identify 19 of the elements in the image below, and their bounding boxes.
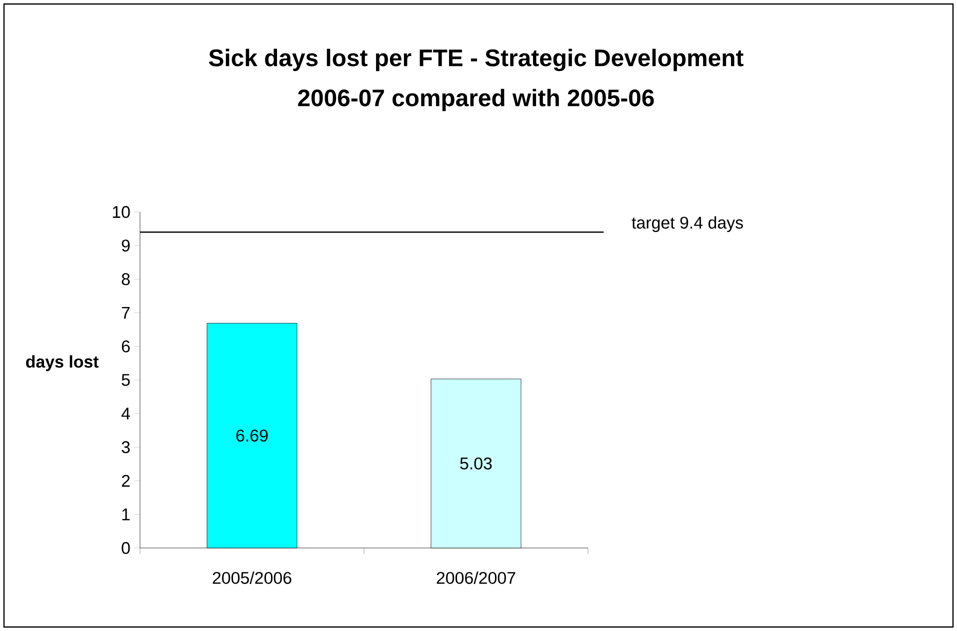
data-label: 5.03 bbox=[460, 457, 492, 470]
y-axis-title: days lost bbox=[26, 355, 99, 372]
x-tick-label: 2005/2006 bbox=[212, 572, 292, 584]
y-tick-label: 3 bbox=[122, 441, 130, 454]
y-tick-label: 1 bbox=[122, 508, 130, 520]
ref-line-label: target 9.4 days bbox=[632, 216, 743, 232]
y-tick-label: 8 bbox=[122, 273, 130, 286]
y-tick-label: 6 bbox=[122, 340, 130, 352]
chart-title: Sick days lost per FTE - Strategic Development bbox=[208, 48, 744, 72]
y-tick-label: 9 bbox=[122, 240, 130, 252]
y-tick-label: 10 bbox=[112, 206, 130, 218]
y-tick-label: 7 bbox=[122, 306, 130, 319]
y-tick-label: 4 bbox=[121, 408, 130, 420]
y-tick-label: 5 bbox=[122, 374, 130, 386]
data-label: 6.69 bbox=[236, 430, 268, 442]
x-tick-label: 2006/2007 bbox=[436, 572, 516, 584]
y-tick-label: 0 bbox=[122, 542, 130, 554]
y-tick-label: 2 bbox=[122, 474, 130, 487]
chart-subtitle: 2006-07 compared with 2005-06 bbox=[298, 88, 654, 112]
